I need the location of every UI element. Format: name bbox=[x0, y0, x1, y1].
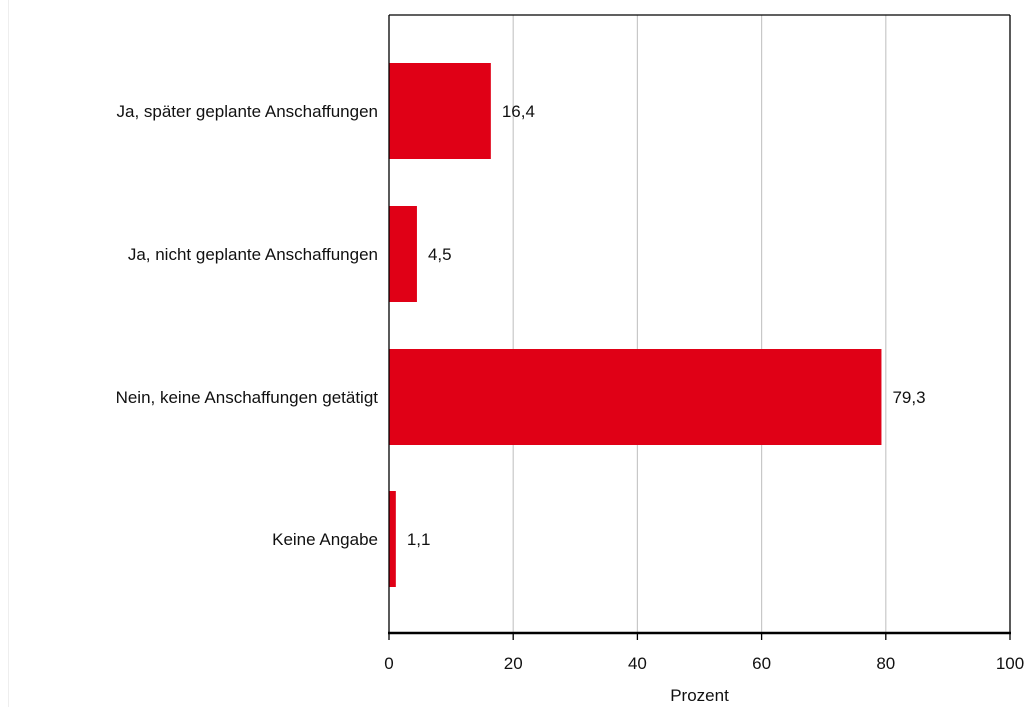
value-label-4: 1,1 bbox=[407, 530, 431, 549]
tick-label-20: 20 bbox=[504, 654, 523, 673]
x-axis-title: Prozent bbox=[670, 686, 729, 705]
plot-frame bbox=[388, 14, 1011, 635]
bar-2 bbox=[389, 206, 417, 302]
value-label-1: 16,4 bbox=[502, 102, 535, 121]
bars bbox=[389, 63, 882, 587]
tick-label-80: 80 bbox=[876, 654, 895, 673]
category-label-3: Nein, keine Anschaffungen getätigt bbox=[116, 388, 379, 407]
category-label-2: Ja, nicht geplante Anschaffungen bbox=[128, 245, 378, 264]
tick-label-40: 40 bbox=[628, 654, 647, 673]
tick-label-100: 100 bbox=[996, 654, 1024, 673]
tick-label-60: 60 bbox=[752, 654, 771, 673]
bar-4 bbox=[389, 491, 396, 587]
value-label-3: 79,3 bbox=[892, 388, 925, 407]
bar-1 bbox=[389, 63, 491, 159]
tick-label-0: 0 bbox=[384, 654, 393, 673]
x-axis-ticks: 0 20 40 60 80 100 bbox=[384, 633, 1024, 673]
category-label-1: Ja, später geplante Anschaffungen bbox=[117, 102, 379, 121]
category-label-4: Keine Angabe bbox=[272, 530, 378, 549]
value-labels: 16,4 4,5 79,3 1,1 bbox=[407, 102, 926, 549]
vertical-gridlines bbox=[512, 15, 887, 633]
category-labels: Ja, später geplante Anschaffungen Ja, nic… bbox=[116, 102, 379, 549]
page-left-border bbox=[8, 0, 9, 707]
bar-3 bbox=[389, 349, 882, 445]
value-label-2: 4,5 bbox=[428, 245, 452, 264]
